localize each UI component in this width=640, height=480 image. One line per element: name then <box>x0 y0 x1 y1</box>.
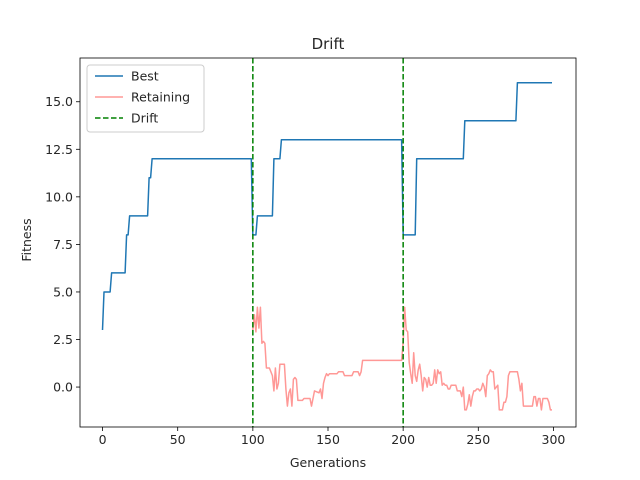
legend-label-0: Best <box>131 69 159 84</box>
legend-box <box>86 64 205 133</box>
y-axis-label: Fitness <box>19 218 34 261</box>
y-tick-label: 10.0 <box>45 189 73 204</box>
y-tick-label: 2.5 <box>53 332 73 347</box>
plot-area <box>101 58 552 427</box>
x-tick-label: 0 <box>99 432 107 447</box>
axes: 0 50 100 150 200 250 300 0.0 2.5 5.0 7.5 10.0 12.5 15… <box>45 57 577 447</box>
series-line-1 <box>252 306 552 411</box>
x-tick-label: 300 <box>542 432 566 447</box>
y-tick-label: 5.0 <box>53 284 73 299</box>
legend-label-1: Retaining <box>131 90 190 105</box>
x-axis-label: Generations <box>290 455 366 470</box>
y-tick-label: 0.0 <box>53 380 73 395</box>
chart-title: Drift <box>312 35 345 53</box>
x-tick-label: 100 <box>241 432 265 447</box>
x-tick-label: 200 <box>391 432 415 447</box>
x-tick-label: 250 <box>466 432 490 447</box>
x-tick-label: 150 <box>316 432 340 447</box>
y-tick-label: 7.5 <box>53 237 73 252</box>
legend-label-2: Drift <box>131 111 158 126</box>
x-tick-label: 50 <box>170 432 186 447</box>
y-tick-label: 12.5 <box>45 142 73 157</box>
legend: Best Retaining Drift <box>86 64 205 133</box>
series-line-0 <box>101 81 552 331</box>
y-tick-label: 15.0 <box>45 94 73 109</box>
